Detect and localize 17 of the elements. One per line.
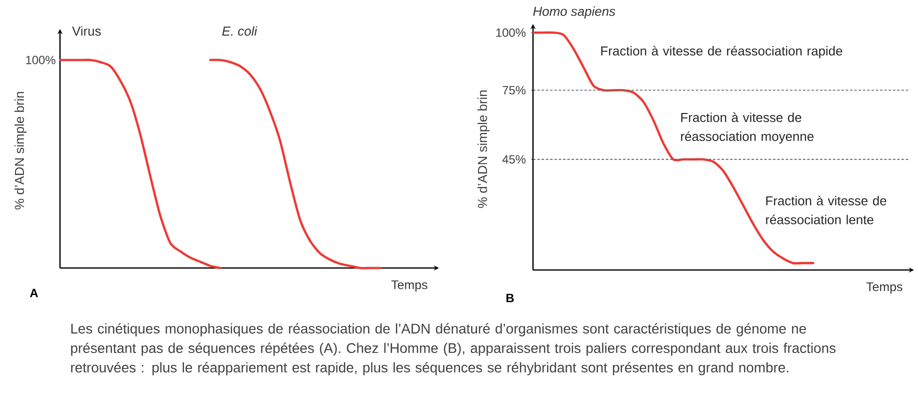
series-label: E. coli: [222, 26, 258, 36]
annotation: Fraction à vitesse de réassociation rapide: [601, 46, 842, 58]
y-tick-label: 100%: [496, 28, 526, 37]
y-tick-label: 75%: [502, 86, 526, 94]
chart-title: Homo sapiens: [533, 6, 616, 18]
series-label: Virus: [72, 26, 101, 36]
y-axis-title: % d’ADN simple brin: [478, 90, 490, 208]
text: A: [30, 288, 38, 298]
x-axis-title: Temps: [866, 282, 902, 294]
y-tick-label: 45%: [502, 155, 526, 164]
text: 100%: [26, 56, 56, 64]
text: Les cinétiques monophasiques de réassociation de l’ADN dénaturé d’organismes sont caractéristiques de génome ne présentant pas de séquences répétées (A). Chez l’Homme (B), apparaissent trois paliers correspondant aux trois fractions retrouvées : plus le réappariement est rapide, plus les séquences se réhybridant sont présentes en grand nombre.: [71, 323, 836, 376]
y-axis-title: % d’ADN simple brin: [14, 92, 27, 210]
annotation: Fraction à vitesse de réassociation moyenne: [681, 112, 814, 144]
annotation: Fraction à vitesse de réassociation lente: [766, 196, 886, 224]
x-axis-title: Temps: [391, 280, 428, 292]
text: B: [506, 294, 514, 302]
